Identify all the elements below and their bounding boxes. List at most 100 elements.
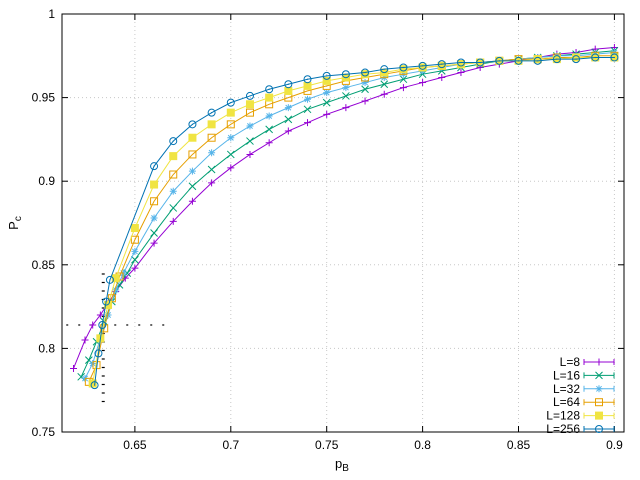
data-point-center xyxy=(97,352,100,355)
legend-entry: L=8 xyxy=(560,355,615,369)
data-point xyxy=(245,108,254,117)
data-point xyxy=(150,239,158,247)
data-point xyxy=(418,61,427,70)
data-point xyxy=(150,214,158,222)
data-point xyxy=(284,127,292,135)
data-point xyxy=(207,120,216,129)
data-point-center xyxy=(153,165,155,167)
x-tick-label: 0.85 xyxy=(507,438,531,452)
x-tick-label: 0.75 xyxy=(315,438,339,452)
data-point xyxy=(361,79,369,87)
data-point xyxy=(89,321,97,329)
data-point-center xyxy=(306,78,309,80)
data-point xyxy=(90,381,99,390)
data-point xyxy=(131,247,139,255)
data-point xyxy=(380,65,389,74)
x-tick-label: 0.9 xyxy=(606,438,623,452)
data-point xyxy=(418,63,427,72)
data-point xyxy=(533,55,542,64)
data-point xyxy=(246,122,254,130)
data-point xyxy=(226,108,235,117)
data-point xyxy=(361,85,369,94)
data-point xyxy=(456,60,465,69)
data-point xyxy=(284,80,293,89)
data-point xyxy=(207,133,216,142)
data-point xyxy=(112,286,120,294)
y-axis-label-subscript: c xyxy=(13,216,24,221)
data-point-center xyxy=(345,73,347,75)
data-point-center xyxy=(101,324,103,326)
data-point xyxy=(323,89,331,97)
data-point xyxy=(342,104,350,112)
data-point xyxy=(245,91,254,100)
legend-entry: L=16 xyxy=(553,368,615,382)
y-tick-label: 1 xyxy=(48,7,55,21)
data-point xyxy=(227,164,235,172)
data-point xyxy=(265,112,273,120)
series-line xyxy=(73,46,615,369)
data-point xyxy=(514,56,523,65)
data-point xyxy=(284,86,293,95)
data-point xyxy=(226,150,235,159)
legend-entry: L=32 xyxy=(553,382,615,396)
data-point-center xyxy=(287,83,289,85)
data-point xyxy=(323,110,331,118)
data-point xyxy=(246,137,254,145)
data-point xyxy=(150,162,159,171)
data-point-center xyxy=(479,61,481,64)
data-point xyxy=(322,98,331,107)
x-axis-label: pB xyxy=(335,456,349,474)
data-point xyxy=(77,372,86,381)
data-point xyxy=(81,336,89,344)
data-point xyxy=(595,411,603,420)
data-point-center xyxy=(402,66,405,69)
data-point-center xyxy=(191,123,194,125)
data-point xyxy=(552,55,561,64)
y-tick-label: 0.95 xyxy=(32,91,56,105)
plot-border xyxy=(61,13,625,433)
data-point xyxy=(150,180,159,189)
data-point xyxy=(591,53,600,62)
data-point xyxy=(595,425,603,433)
data-point xyxy=(572,55,581,64)
data-point-center xyxy=(575,58,577,60)
data-point xyxy=(150,229,158,237)
data-point-center xyxy=(249,95,251,97)
legend-entry: L=256 xyxy=(546,422,615,436)
data-point-center xyxy=(598,428,600,430)
data-point xyxy=(610,53,619,62)
data-point xyxy=(169,152,178,161)
data-point xyxy=(188,197,196,205)
data-point xyxy=(322,76,331,85)
legend-label: L=128 xyxy=(546,409,580,423)
data-point xyxy=(265,125,274,134)
x-tick-label: 0.7 xyxy=(222,438,239,452)
data-point-center xyxy=(105,300,107,303)
data-point-center xyxy=(364,71,366,74)
data-point xyxy=(169,137,178,146)
data-point xyxy=(341,70,350,79)
data-point-center xyxy=(268,88,270,90)
data-point xyxy=(595,385,603,393)
series-l-128 xyxy=(88,53,619,388)
data-point xyxy=(207,165,216,174)
data-point xyxy=(284,104,292,112)
data-point xyxy=(495,56,504,65)
data-point xyxy=(188,182,197,191)
data-point-center xyxy=(594,56,596,59)
data-point-center xyxy=(172,140,174,142)
data-point xyxy=(265,139,273,147)
data-point-center xyxy=(537,60,539,62)
data-point xyxy=(188,120,197,129)
data-point xyxy=(208,149,216,157)
data-point-center xyxy=(517,60,520,62)
data-point xyxy=(476,58,485,67)
data-point xyxy=(265,93,274,102)
data-point xyxy=(105,275,114,284)
y-tick-label: 0.9 xyxy=(38,174,55,188)
data-point xyxy=(361,97,369,105)
data-point xyxy=(245,100,254,109)
legend-label: L=8 xyxy=(560,355,581,369)
